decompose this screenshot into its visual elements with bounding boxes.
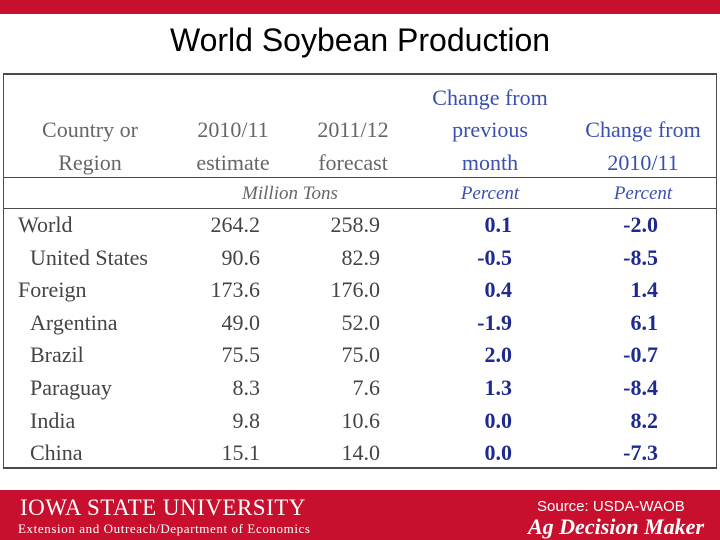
header-region-line2: Region bbox=[58, 150, 122, 175]
row-estimate: 49.0 bbox=[221, 309, 261, 335]
brand-text: Ag Decision Maker bbox=[528, 514, 704, 539]
header-2011-line2: forecast bbox=[318, 150, 388, 175]
row-region: Brazil bbox=[30, 342, 84, 368]
row-forecast: 14.0 bbox=[341, 440, 381, 466]
unit-million-tons: Million Tons bbox=[242, 183, 338, 204]
row-change-year: -8.5 bbox=[623, 244, 658, 270]
row-estimate: 8.3 bbox=[232, 375, 261, 400]
row-forecast: 258.9 bbox=[330, 212, 381, 237]
row-change-year: 1.4 bbox=[630, 277, 659, 303]
table-top-rule bbox=[3, 73, 717, 75]
table-bottom-rule bbox=[3, 467, 717, 469]
row-region: Argentina bbox=[30, 309, 118, 335]
row-forecast: 7.6 bbox=[352, 375, 381, 400]
row-change-year: 6.1 bbox=[630, 309, 659, 335]
header-chg-month-line1: Change from bbox=[432, 85, 548, 110]
row-change-month: 0.0 bbox=[484, 407, 513, 433]
row-change-month: 1.3 bbox=[484, 375, 513, 400]
row-estimate: 9.8 bbox=[232, 407, 261, 433]
row-forecast: 10.6 bbox=[341, 407, 381, 433]
header-2011-line1: 2011/12 bbox=[317, 117, 389, 142]
footer-bar bbox=[0, 490, 720, 540]
header-2010-line2: estimate bbox=[196, 150, 270, 175]
university-logo-text: IOWA STATE UNIVERSITY bbox=[20, 495, 306, 520]
row-forecast: 52.0 bbox=[341, 309, 381, 335]
header-region-line1: Country or bbox=[42, 117, 138, 142]
row-change-month: 0.1 bbox=[484, 212, 513, 237]
row-change-month: 0.0 bbox=[484, 440, 513, 466]
row-region: China bbox=[30, 440, 83, 466]
row-change-month: -0.5 bbox=[477, 244, 512, 270]
row-change-year: -7.3 bbox=[623, 440, 658, 466]
top-accent-bar bbox=[0, 0, 720, 14]
row-estimate: 264.2 bbox=[210, 212, 261, 237]
units-rule bbox=[3, 208, 717, 209]
row-estimate: 173.6 bbox=[210, 277, 261, 303]
row-forecast: 176.0 bbox=[330, 277, 381, 303]
row-region: India bbox=[30, 407, 76, 433]
row-region: United States bbox=[30, 244, 148, 270]
row-change-year: -0.7 bbox=[623, 342, 658, 368]
row-change-month: -1.9 bbox=[477, 309, 512, 335]
header-chg-year-line1: Change from bbox=[585, 117, 701, 142]
row-estimate: 75.5 bbox=[221, 342, 261, 368]
header-chg-year-line2: 2010/11 bbox=[607, 150, 679, 175]
slide-title: World Soybean Production bbox=[169, 22, 551, 58]
source-text: Source: USDA-WAOB bbox=[537, 498, 685, 515]
header-rule bbox=[3, 177, 717, 178]
row-change-year: 8.2 bbox=[630, 407, 659, 433]
row-change-year: -2.0 bbox=[623, 212, 658, 237]
header-chg-month-line2: previous bbox=[452, 117, 528, 142]
row-estimate: 90.6 bbox=[221, 244, 261, 270]
row-region: Foreign bbox=[18, 277, 87, 303]
unit-percent-year: Percent bbox=[613, 183, 673, 204]
row-estimate: 15.1 bbox=[221, 440, 261, 466]
row-region: World bbox=[18, 212, 73, 237]
row-forecast: 75.0 bbox=[341, 342, 381, 368]
row-change-year: -8.4 bbox=[623, 375, 658, 400]
department-text: Extension and Outreach/Department of Eco… bbox=[18, 521, 311, 536]
header-2010-line1: 2010/11 bbox=[197, 117, 269, 142]
row-region: Paraguay bbox=[30, 375, 112, 400]
header-chg-month-line3: month bbox=[461, 150, 519, 175]
row-change-month: 2.0 bbox=[484, 342, 513, 368]
table-right-border bbox=[716, 73, 717, 468]
unit-percent-month: Percent bbox=[460, 183, 520, 204]
row-change-month: 0.4 bbox=[484, 277, 513, 303]
table-left-border bbox=[3, 73, 4, 468]
row-forecast: 82.9 bbox=[341, 244, 381, 270]
